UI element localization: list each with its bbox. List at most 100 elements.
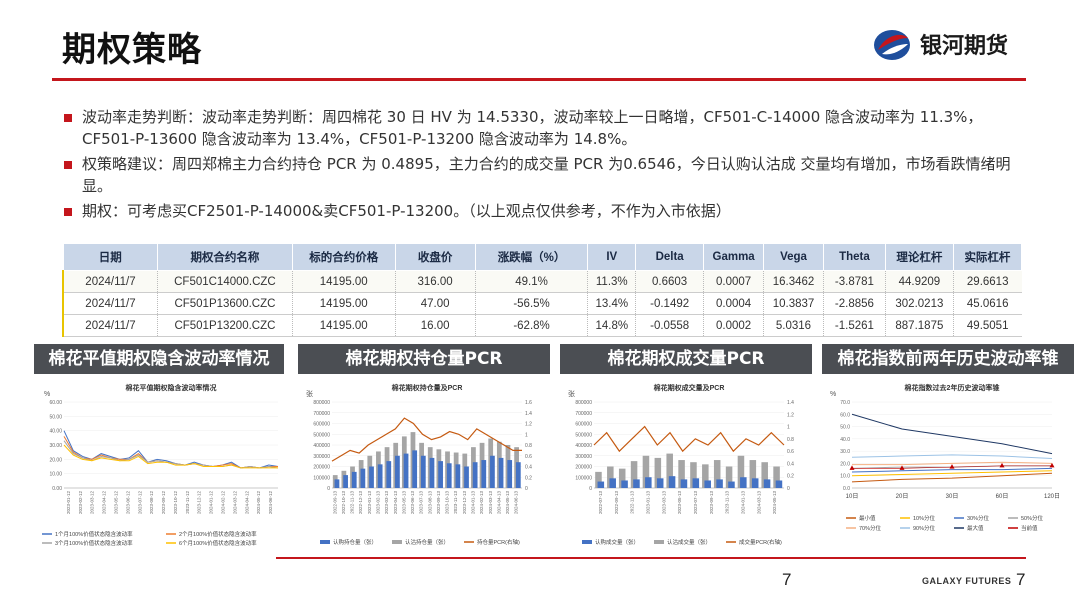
chart-title: 棉花指数过去2年历史波动率锥	[905, 383, 1000, 392]
bar-0	[621, 480, 628, 488]
y2-tick-label: 1.4	[787, 400, 794, 406]
legend-label: 成交量PCR(右轴)	[739, 538, 782, 546]
bullet-options: 期权：可考虑买CF2501-P-14000&卖CF501-P-13200。（以上…	[64, 200, 1024, 222]
x-tick-label: 2023-04-13	[393, 491, 398, 515]
bar-1	[630, 461, 638, 488]
cell: 14195.00	[291, 270, 395, 293]
bar-0	[704, 480, 711, 488]
legend-label: 持仓量PCR(右轴)	[477, 538, 520, 546]
x-tick-label: 2022-11-13	[350, 491, 355, 514]
bar-0	[438, 461, 443, 488]
legend-label: 最大值	[967, 524, 984, 532]
cell: 49.5051	[952, 314, 1022, 337]
cell: 14195.00	[291, 314, 395, 337]
y2-tick-label: 0.8	[787, 437, 794, 443]
x-tick-label: 2024-01-13	[740, 491, 745, 515]
y2-tick-label: 1	[525, 432, 528, 438]
current-marker	[849, 465, 855, 470]
cell: 47.00	[394, 292, 476, 315]
y-tick-label: 10.0	[840, 474, 850, 480]
pcr-line	[331, 417, 522, 462]
legend-label: 6个月100%价值状态隐含波动率	[179, 539, 257, 547]
y2-tick-label: 0.2	[525, 475, 532, 481]
y2-tick-label: 0.6	[525, 454, 532, 460]
x-tick-label: 2022-11-13	[630, 491, 635, 514]
y-tick-label: 600000	[575, 422, 592, 428]
bar-0	[692, 478, 700, 488]
cell: 45.0616	[952, 292, 1022, 315]
x-tick-label: 2023-10-13	[445, 491, 450, 515]
cell: 49.1%	[474, 270, 588, 293]
pcr-line	[593, 425, 785, 453]
x-tick-label: 2023-06-13	[410, 491, 415, 515]
y-tick-label: 400000	[575, 443, 592, 449]
x-tick-label: 2024-01-13	[471, 491, 476, 515]
cell: 2024/11/7	[61, 270, 158, 293]
x-tick-label: 2023-08-13	[427, 491, 432, 515]
col-close: 收盘价	[394, 243, 476, 271]
x-tick-label: 2022-12-13	[358, 491, 363, 515]
bar-0	[597, 481, 605, 488]
x-tick-label: 2022-09-13	[332, 491, 337, 515]
panel-title-vol-pcr: 棉花期权成交量PCR	[560, 344, 812, 374]
x-tick-label: 2023-05-12	[114, 491, 119, 515]
options-table: 日期 期权合约名称 标的合约价格 收盘价 涨跌幅（%） IV Delta Gam…	[61, 243, 1023, 337]
bar-0	[609, 478, 616, 488]
x-tick-label: 2023-01-13	[367, 491, 372, 515]
cell: 14195.00	[291, 292, 395, 315]
bar-0	[498, 457, 504, 488]
bar-0	[429, 457, 435, 488]
x-tick-label: 2023-02-13	[376, 491, 381, 515]
cell: CF501C14000.CZC	[156, 270, 293, 293]
x-tick-label: 2023-11-13	[453, 491, 458, 514]
cell: CF501P13600.CZC	[156, 292, 293, 315]
x-tick-label: 2023-05-13	[401, 491, 406, 515]
bar-0	[464, 466, 469, 488]
table-header-row: 日期 期权合约名称 标的合约价格 收盘价 涨跌幅（%） IV Delta Gam…	[62, 243, 1023, 271]
x-tick-label: 2023-03-13	[384, 491, 389, 515]
bar-0	[668, 476, 676, 488]
brand-name: 银河期货	[920, 34, 1009, 59]
table-row: 2024/11/7 CF501P13200.CZC 14195.00 16.00…	[61, 314, 1022, 337]
y2-tick-label: 0.4	[787, 461, 794, 467]
bar-1	[773, 466, 780, 488]
x-tick-label: 2023-08-12	[149, 491, 154, 515]
legend-label: 10%分位	[913, 514, 936, 522]
col-vega: Vega	[763, 243, 824, 271]
legend-label: 认沽持仓量（张）	[405, 538, 449, 546]
page-number-right: 7	[1016, 570, 1026, 589]
cell: 316.00	[394, 270, 476, 293]
col-iv: IV	[587, 243, 637, 271]
bar-0	[403, 453, 409, 488]
x-tick-label: 2024-01-12	[209, 491, 214, 515]
col-underlying: 标的合约价格	[291, 243, 396, 271]
chart-title: 棉花平值期权隐含波动率情况	[126, 383, 217, 392]
x-tick-label: 2022-09-13	[614, 491, 619, 515]
x-tick-label: 2024-03-13	[756, 491, 761, 515]
bar-0	[334, 479, 340, 488]
analysis-bullets: 波动率走势判断：波动率走势判断：周四棉花 30 日 HV 为 14.5330，波…	[64, 106, 1024, 225]
legend-label: 认购成交量（张）	[595, 538, 639, 546]
x-tick-label: 120日	[1044, 493, 1060, 500]
bar-1	[690, 462, 697, 488]
x-tick-label: 2023-03-12	[90, 491, 95, 515]
series-line-3	[63, 444, 278, 469]
x-tick-label: 2024-03-13	[488, 491, 493, 515]
bar-1	[607, 466, 614, 488]
bar-0	[343, 475, 348, 488]
x-tick-label: 2024-02-12	[221, 491, 226, 515]
bar-1	[702, 464, 709, 488]
y2-tick-label: 0	[525, 486, 528, 492]
x-tick-label: 2023-03-13	[661, 491, 666, 515]
y2-tick-label: 0.8	[525, 443, 532, 449]
cell: 29.6613	[952, 270, 1022, 293]
y-tick-label: 40.00	[49, 429, 62, 435]
brand-logo: 银河期货	[872, 26, 1032, 64]
bar-0	[656, 478, 664, 488]
y-tick-label: 0	[589, 486, 592, 492]
chart-title: 棉花期权成交量及PCR	[654, 383, 725, 392]
y-tick-label: 700000	[575, 411, 592, 417]
y2-tick-label: 0.4	[525, 465, 532, 471]
bar-0	[728, 481, 735, 488]
x-tick-label: 2024-04-12	[244, 491, 249, 515]
